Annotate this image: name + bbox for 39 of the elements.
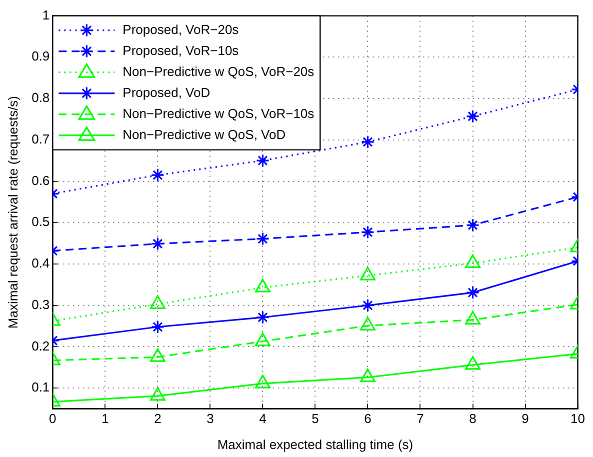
legend-label: Proposed, VoR−20s: [122, 22, 240, 37]
x-axis-title: Maximal expected stalling time (s): [217, 436, 414, 452]
x-tick-label: 2: [154, 411, 162, 426]
point: [256, 154, 270, 168]
y-tick-label: 0.7: [32, 131, 50, 146]
point: [360, 135, 375, 149]
y-tick-label: 0.1: [32, 380, 50, 395]
y-tick-label: 0.4: [32, 256, 50, 271]
point: [256, 232, 270, 246]
point: [254, 332, 270, 346]
legend-label: Proposed, VoD: [122, 84, 210, 100]
y-tick-label: 0.3: [32, 296, 50, 312]
x-tick-label: 8: [469, 411, 476, 426]
legend-label: Proposed, VoR−10s: [122, 42, 240, 58]
point: [360, 225, 375, 239]
point: [360, 266, 376, 280]
point: [360, 316, 376, 330]
point: [254, 278, 270, 292]
x-tick-label: 10: [570, 411, 586, 426]
legend-label: Non−Predictive w QoS, VoD: [122, 126, 286, 142]
y-tick-label: 0.8: [32, 90, 50, 106]
y-tick-label: 1: [42, 7, 50, 22]
point: [254, 374, 270, 388]
x-tick-label: 1: [102, 411, 109, 426]
x-tick-label: 6: [364, 411, 372, 426]
y-tick-label: 0.5: [32, 214, 50, 230]
x-tick-label: 0: [49, 411, 56, 426]
y-tick-label: 0.9: [32, 48, 50, 64]
x-tick-label: 7: [416, 411, 424, 426]
x-tick-label: 4: [259, 411, 266, 426]
legend-label: Non−Predictive w QoS, VoR−10s: [122, 106, 315, 121]
x-tick-label: 5: [312, 411, 319, 426]
y-axis-title: Maximal request arrival rate (requests/s): [5, 96, 20, 329]
y-tick-label: 0.6: [32, 172, 50, 188]
y-tick-label: 0.2: [32, 338, 50, 354]
point: [360, 368, 376, 382]
x-tick-label: 3: [206, 411, 214, 426]
x-tick-label: 9: [522, 411, 529, 426]
legend-label: Non−Predictive w QoS, VoR−20s: [122, 64, 315, 79]
